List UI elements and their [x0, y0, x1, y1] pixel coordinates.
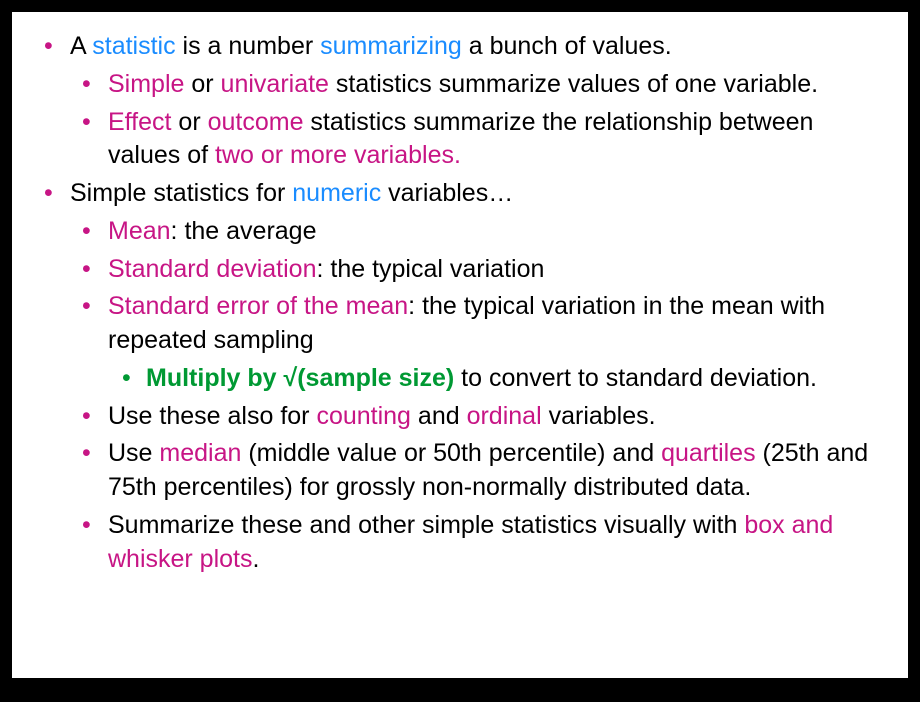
list-item: Mean: the average: [70, 215, 888, 249]
keyword: median: [159, 439, 241, 467]
text: variables…: [381, 179, 513, 207]
text: to convert to standard deviation.: [454, 364, 817, 392]
text: statistics summarize values of one varia…: [329, 70, 818, 98]
keyword: statistic: [92, 32, 175, 60]
text: Use these also for: [108, 402, 316, 430]
text: a bunch of values.: [462, 32, 672, 60]
list-item: Standard deviation: the typical variatio…: [70, 253, 888, 287]
keyword: ordinal: [467, 402, 542, 430]
text: : the typical variation: [316, 255, 544, 283]
text: : the average: [171, 217, 317, 245]
list-item: Use median (middle value or 50th percent…: [70, 437, 888, 505]
text: Simple statistics for: [70, 179, 292, 207]
keyword: counting: [316, 402, 411, 430]
keyword: Mean: [108, 217, 171, 245]
text: Use: [108, 439, 159, 467]
keyword: Simple: [108, 70, 184, 98]
text: and: [411, 402, 467, 430]
text: or: [171, 108, 207, 136]
list-item: Simple or univariate statistics summariz…: [70, 68, 888, 102]
text: A: [70, 32, 92, 60]
keyword: outcome: [208, 108, 304, 136]
text: Summarize these and other simple statist…: [108, 511, 744, 539]
keyword: numeric: [292, 179, 381, 207]
keyword: summarizing: [320, 32, 462, 60]
keyword: Multiply by √(sample size): [146, 364, 454, 392]
bullet-list-level-3: Multiply by √(sample size) to convert to…: [108, 362, 888, 396]
bullet-list-level-2: Mean: the average Standard deviation: th…: [70, 215, 888, 577]
list-item: A statistic is a number summarizing a bu…: [32, 30, 888, 173]
keyword: Standard error of the mean: [108, 292, 408, 320]
list-item: Use these also for counting and ordinal …: [70, 400, 888, 434]
list-item: Effect or outcome statistics summarize t…: [70, 106, 888, 174]
keyword: quartiles: [661, 439, 756, 467]
bullet-list-level-1: A statistic is a number summarizing a bu…: [32, 30, 888, 576]
list-item: Multiply by √(sample size) to convert to…: [108, 362, 888, 396]
text: is a number: [176, 32, 321, 60]
keyword: univariate: [221, 70, 329, 98]
slide-container: A statistic is a number summarizing a bu…: [12, 12, 908, 678]
keyword: Standard deviation: [108, 255, 316, 283]
list-item: Summarize these and other simple statist…: [70, 509, 888, 577]
keyword: two or more variables.: [215, 141, 461, 169]
text: variables.: [542, 402, 656, 430]
keyword: Effect: [108, 108, 171, 136]
list-item: Simple statistics for numeric variables……: [32, 177, 888, 576]
text: (middle value or 50th percentile) and: [241, 439, 661, 467]
text: or: [184, 70, 220, 98]
text: .: [253, 545, 260, 573]
bullet-list-level-2: Simple or univariate statistics summariz…: [70, 68, 888, 173]
list-item: Standard error of the mean: the typical …: [70, 290, 888, 395]
